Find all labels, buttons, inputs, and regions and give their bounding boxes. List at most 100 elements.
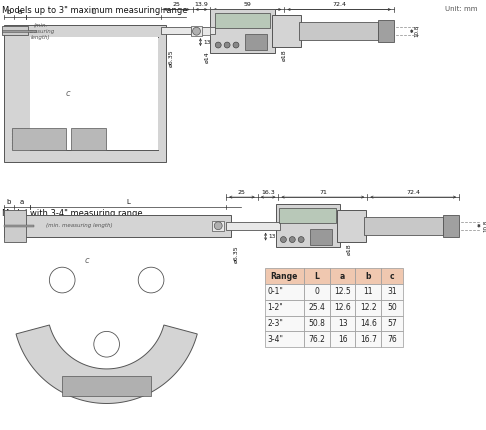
Bar xyxy=(2,26,28,35)
Bar xyxy=(30,37,158,150)
Circle shape xyxy=(289,237,295,243)
Bar xyxy=(2,30,35,32)
Text: 25: 25 xyxy=(238,190,246,195)
Text: 14.6: 14.6 xyxy=(360,319,377,328)
Text: b: b xyxy=(7,199,11,205)
Bar xyxy=(265,300,304,316)
Bar xyxy=(299,22,378,40)
Bar xyxy=(276,204,340,247)
Bar xyxy=(71,128,105,150)
Text: 12.2: 12.2 xyxy=(360,303,377,312)
Circle shape xyxy=(224,42,230,48)
Bar xyxy=(381,316,403,332)
Bar xyxy=(304,332,330,347)
Text: a: a xyxy=(19,199,24,205)
Bar xyxy=(381,284,403,300)
Text: ø6.35: ø6.35 xyxy=(168,49,174,67)
Bar xyxy=(364,217,443,235)
Bar xyxy=(330,268,355,284)
Text: a: a xyxy=(17,9,22,15)
Bar xyxy=(191,27,210,35)
Bar xyxy=(279,208,336,223)
Text: ø6.35: ø6.35 xyxy=(233,246,239,263)
Circle shape xyxy=(192,27,200,35)
Text: 13.5: 13.5 xyxy=(204,40,216,45)
Circle shape xyxy=(214,222,222,230)
Bar xyxy=(4,210,26,242)
Text: (min.
measuring
length): (min. measuring length) xyxy=(26,23,55,40)
Text: 31: 31 xyxy=(387,287,397,296)
Text: 57: 57 xyxy=(387,319,397,328)
Text: 16: 16 xyxy=(338,335,347,344)
Bar xyxy=(355,332,381,347)
Text: Models up to 3" maximum measuring range: Models up to 3" maximum measuring range xyxy=(2,6,188,15)
Text: 3-4": 3-4" xyxy=(268,335,284,344)
Text: 1-2": 1-2" xyxy=(268,303,283,312)
Bar xyxy=(355,300,381,316)
Text: Range: Range xyxy=(271,272,298,281)
Bar xyxy=(304,316,330,332)
Text: 76.2: 76.2 xyxy=(309,335,326,344)
Text: 0-1": 0-1" xyxy=(268,287,283,296)
Text: Model with 3-4" measuring range: Model with 3-4" measuring range xyxy=(2,209,142,218)
Text: b: b xyxy=(7,9,11,15)
Circle shape xyxy=(280,237,286,243)
Text: 10.8: 10.8 xyxy=(415,25,420,37)
Bar xyxy=(4,25,166,162)
Text: 13.9: 13.9 xyxy=(194,2,208,7)
Text: 76: 76 xyxy=(387,335,397,344)
Text: 16.3: 16.3 xyxy=(261,190,275,195)
Bar xyxy=(355,316,381,332)
Bar xyxy=(226,222,280,230)
Bar xyxy=(265,284,304,300)
Bar xyxy=(330,300,355,316)
Text: a: a xyxy=(340,272,345,281)
Circle shape xyxy=(138,267,164,293)
Bar xyxy=(265,316,304,332)
Text: b: b xyxy=(365,272,371,281)
Bar xyxy=(245,34,267,50)
Text: c: c xyxy=(390,272,394,281)
Bar xyxy=(337,210,366,242)
Text: 13: 13 xyxy=(338,319,347,328)
Polygon shape xyxy=(16,325,197,403)
Bar xyxy=(4,215,231,237)
Bar xyxy=(381,332,403,347)
Text: 50: 50 xyxy=(387,303,397,312)
Bar xyxy=(215,13,270,28)
Text: ø18: ø18 xyxy=(347,243,352,255)
Bar xyxy=(355,284,381,300)
Text: c: c xyxy=(85,256,89,265)
Bar xyxy=(330,332,355,347)
Bar xyxy=(330,284,355,300)
Bar xyxy=(62,376,151,396)
Bar xyxy=(378,20,394,42)
Bar xyxy=(4,225,34,227)
Circle shape xyxy=(233,42,239,48)
Text: ø18: ø18 xyxy=(282,49,287,61)
Text: 50.8: 50.8 xyxy=(309,319,326,328)
Text: (min. measuring length): (min. measuring length) xyxy=(46,223,112,228)
Text: 16.7: 16.7 xyxy=(360,335,377,344)
Text: Unit: mm: Unit: mm xyxy=(446,6,478,12)
Text: 2-3": 2-3" xyxy=(268,319,283,328)
Text: 25.4: 25.4 xyxy=(309,303,326,312)
Text: 71: 71 xyxy=(319,190,327,195)
Text: L: L xyxy=(126,199,130,205)
Bar xyxy=(210,9,275,53)
Text: 12.5: 12.5 xyxy=(334,287,351,296)
Text: 25: 25 xyxy=(173,2,181,7)
Bar xyxy=(191,26,203,36)
Text: 72.4: 72.4 xyxy=(332,2,346,7)
Bar xyxy=(161,27,215,34)
Text: L: L xyxy=(314,272,319,281)
Text: ø14: ø14 xyxy=(205,51,210,63)
Text: 12.6: 12.6 xyxy=(334,303,351,312)
Bar xyxy=(381,300,403,316)
Bar xyxy=(272,15,301,47)
Bar xyxy=(355,268,381,284)
Circle shape xyxy=(94,332,120,357)
Bar xyxy=(265,268,304,284)
Bar xyxy=(443,215,459,237)
Bar xyxy=(310,229,332,245)
